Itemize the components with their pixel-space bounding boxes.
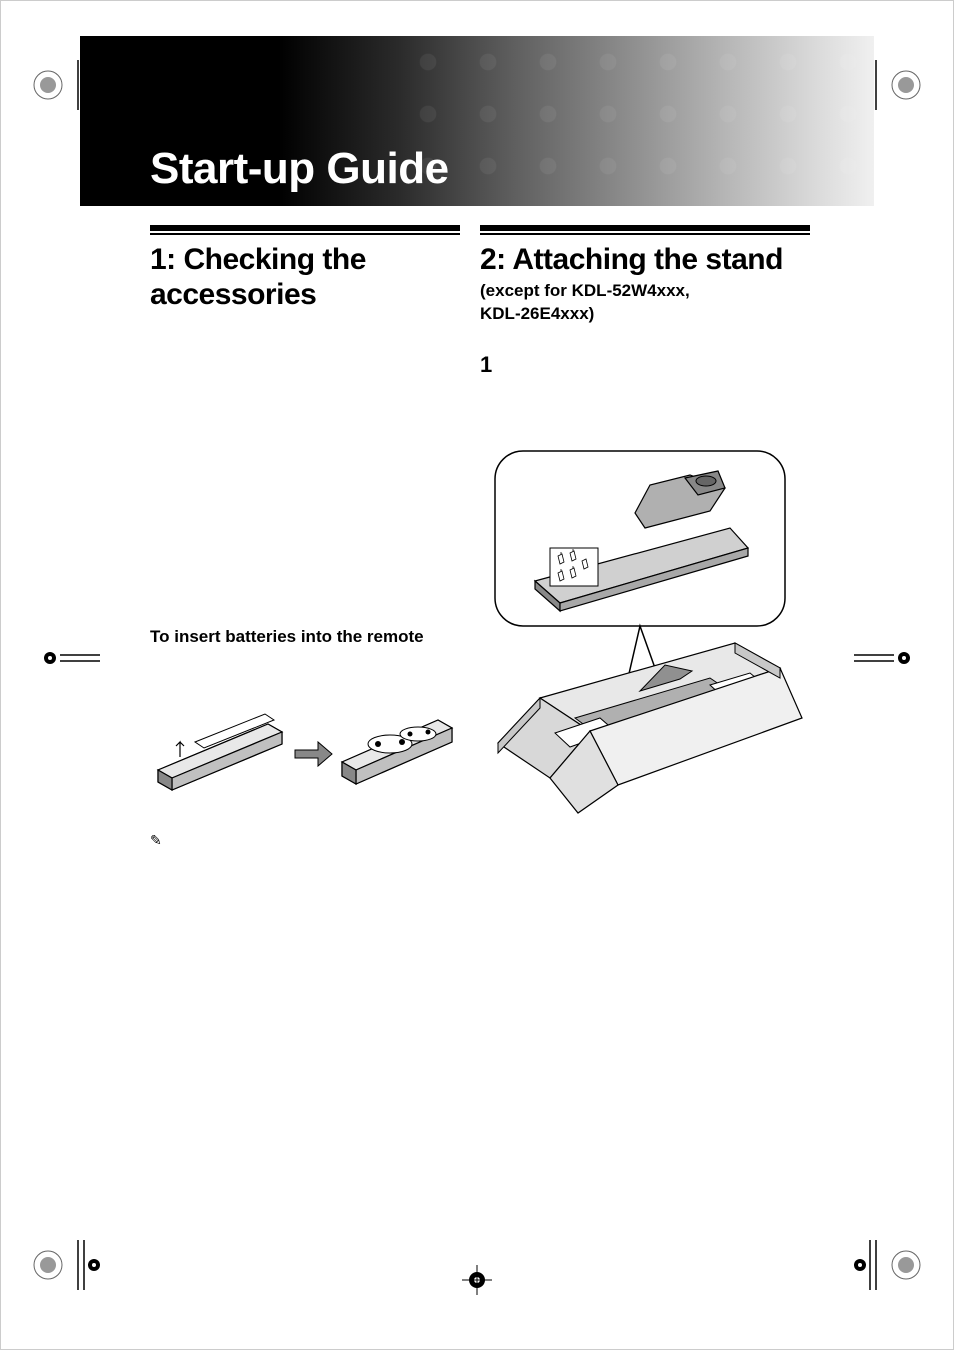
step-number-1: 1 bbox=[480, 352, 810, 378]
section-2-heading: 2: Attaching the stand bbox=[480, 243, 810, 278]
header-band: Start-up Guide bbox=[80, 36, 874, 206]
section-2-subtext-1: (except for KDL-52W4xxx, bbox=[480, 280, 810, 301]
section-rule bbox=[150, 225, 460, 235]
crop-mark-bottom-center bbox=[457, 1260, 497, 1300]
note-pencil-icon: ✎ bbox=[150, 832, 460, 849]
page-title: Start-up Guide bbox=[150, 144, 449, 194]
section-rule bbox=[480, 225, 810, 235]
remote-battery-illustration bbox=[150, 692, 460, 797]
left-column: 1: Checking the accessories To insert ba… bbox=[150, 225, 460, 849]
header-title-wrap: Start-up Guide bbox=[150, 144, 449, 194]
stand-unboxing-illustration bbox=[480, 433, 810, 823]
content-area: 1: Checking the accessories To insert ba… bbox=[150, 225, 824, 1250]
section-1-heading: 1: Checking the accessories bbox=[150, 243, 460, 312]
batteries-sub-heading: To insert batteries into the remote bbox=[150, 627, 460, 647]
crop-mark-bottom-right bbox=[854, 1230, 924, 1300]
crop-mark-mid-left bbox=[30, 620, 100, 690]
crop-mark-mid-right bbox=[854, 620, 924, 690]
right-column: 2: Attaching the stand (except for KDL-5… bbox=[480, 225, 810, 828]
crop-mark-bottom-left bbox=[30, 1230, 100, 1300]
section-2-subtext-2: KDL-26E4xxx) bbox=[480, 303, 810, 324]
